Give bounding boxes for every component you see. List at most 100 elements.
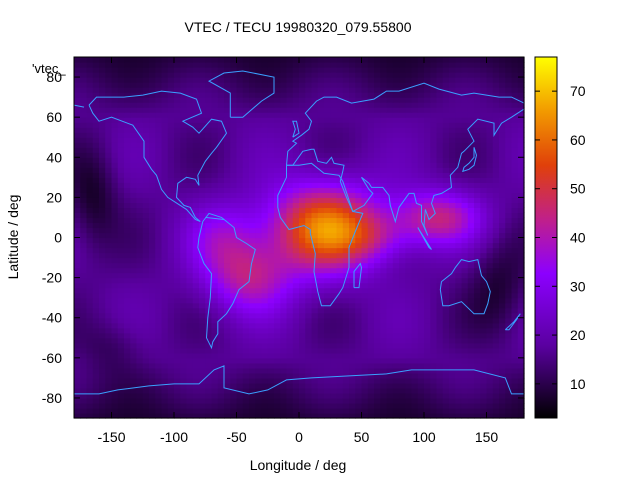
heat-cell (430, 252, 438, 259)
heat-cell (74, 92, 81, 98)
heat-cell (130, 257, 138, 264)
heat-cell (186, 287, 194, 294)
heat-cell (267, 347, 275, 354)
heat-cell (442, 227, 450, 234)
heat-cell (149, 252, 156, 259)
heat-cell (105, 147, 113, 153)
heat-cell (474, 252, 481, 259)
heat-cell (186, 362, 194, 369)
heat-cell (361, 302, 369, 309)
heat-cell (374, 382, 381, 389)
heat-cell (211, 257, 219, 264)
heat-cell (80, 107, 88, 113)
heat-cell (224, 202, 231, 209)
heat-cell (492, 172, 500, 178)
heat-cell (317, 257, 325, 264)
heat-cell (336, 392, 344, 399)
heat-cell (211, 112, 219, 118)
heat-cell (436, 142, 444, 148)
heat-cell (280, 337, 288, 344)
heat-cell (261, 137, 269, 143)
heat-cell (436, 307, 444, 314)
heat-cell (336, 267, 344, 274)
heat-cell (242, 162, 250, 168)
heat-cell (367, 267, 375, 274)
heat-cell (142, 212, 150, 219)
heat-cell (167, 237, 175, 244)
heat-cell (242, 312, 250, 319)
heat-cell (249, 392, 256, 399)
heat-cell (111, 197, 119, 203)
heat-cell (224, 322, 231, 329)
heat-cell (180, 77, 188, 83)
heat-cell (499, 347, 506, 354)
heat-cell (311, 227, 319, 234)
heat-cell (74, 312, 81, 319)
heat-cell (511, 157, 519, 163)
heat-cell (217, 197, 225, 203)
heat-cell (74, 397, 81, 404)
heat-cell (192, 247, 200, 254)
heat-cell (367, 252, 375, 259)
heat-cell (399, 332, 406, 339)
heat-cell (517, 227, 525, 234)
heat-cell (361, 317, 369, 324)
heat-cell (505, 272, 513, 279)
heat-cell (292, 72, 300, 78)
heat-cell (199, 92, 206, 98)
heat-cell (167, 282, 175, 289)
heat-cell (199, 277, 206, 284)
heat-cell (392, 182, 400, 188)
heat-cell (242, 152, 250, 158)
heat-cell (74, 87, 81, 93)
heat-cell (130, 277, 138, 284)
heat-cell (317, 342, 325, 349)
heat-cell (130, 67, 138, 73)
heat-cell (486, 342, 494, 349)
heat-cell (105, 267, 113, 274)
heat-cell (161, 77, 169, 83)
heat-cell (167, 157, 175, 163)
heat-cell (380, 97, 388, 103)
heat-cell (342, 197, 350, 203)
heat-cell (349, 117, 356, 123)
heat-cell (111, 142, 119, 148)
heat-cell (299, 192, 306, 198)
heat-cell (80, 187, 88, 193)
heat-cell (317, 362, 325, 369)
heat-cell (180, 207, 188, 214)
heat-cell (499, 297, 506, 304)
heat-cell (186, 367, 194, 374)
heat-cell (292, 222, 300, 229)
heat-cell (336, 342, 344, 349)
heat-cell (274, 212, 281, 219)
heat-cell (205, 72, 213, 78)
heat-cell (255, 212, 263, 219)
heat-cell (224, 317, 231, 324)
heat-cell (130, 337, 138, 344)
heat-cell (405, 237, 413, 244)
heat-cell (99, 172, 106, 178)
heat-cell (511, 382, 519, 389)
heat-cell (386, 122, 394, 128)
heat-cell (224, 152, 231, 158)
heat-cell (180, 272, 188, 279)
heat-cell (86, 222, 94, 229)
heat-cell (455, 207, 463, 214)
heat-cell (411, 372, 419, 379)
heat-cell (280, 252, 288, 259)
heat-cell (167, 327, 175, 334)
heat-cell (92, 217, 100, 224)
heat-cell (280, 317, 288, 324)
heat-cell (161, 157, 169, 163)
heat-cell (517, 247, 525, 254)
heat-cell (330, 327, 338, 334)
heat-cell (336, 72, 344, 78)
heat-cell (261, 157, 269, 163)
heat-cell (249, 377, 256, 384)
heat-cell (505, 302, 513, 309)
heat-cell (217, 67, 225, 73)
heat-cell (324, 147, 331, 153)
heat-cell (367, 327, 375, 334)
heat-cell (236, 112, 244, 118)
